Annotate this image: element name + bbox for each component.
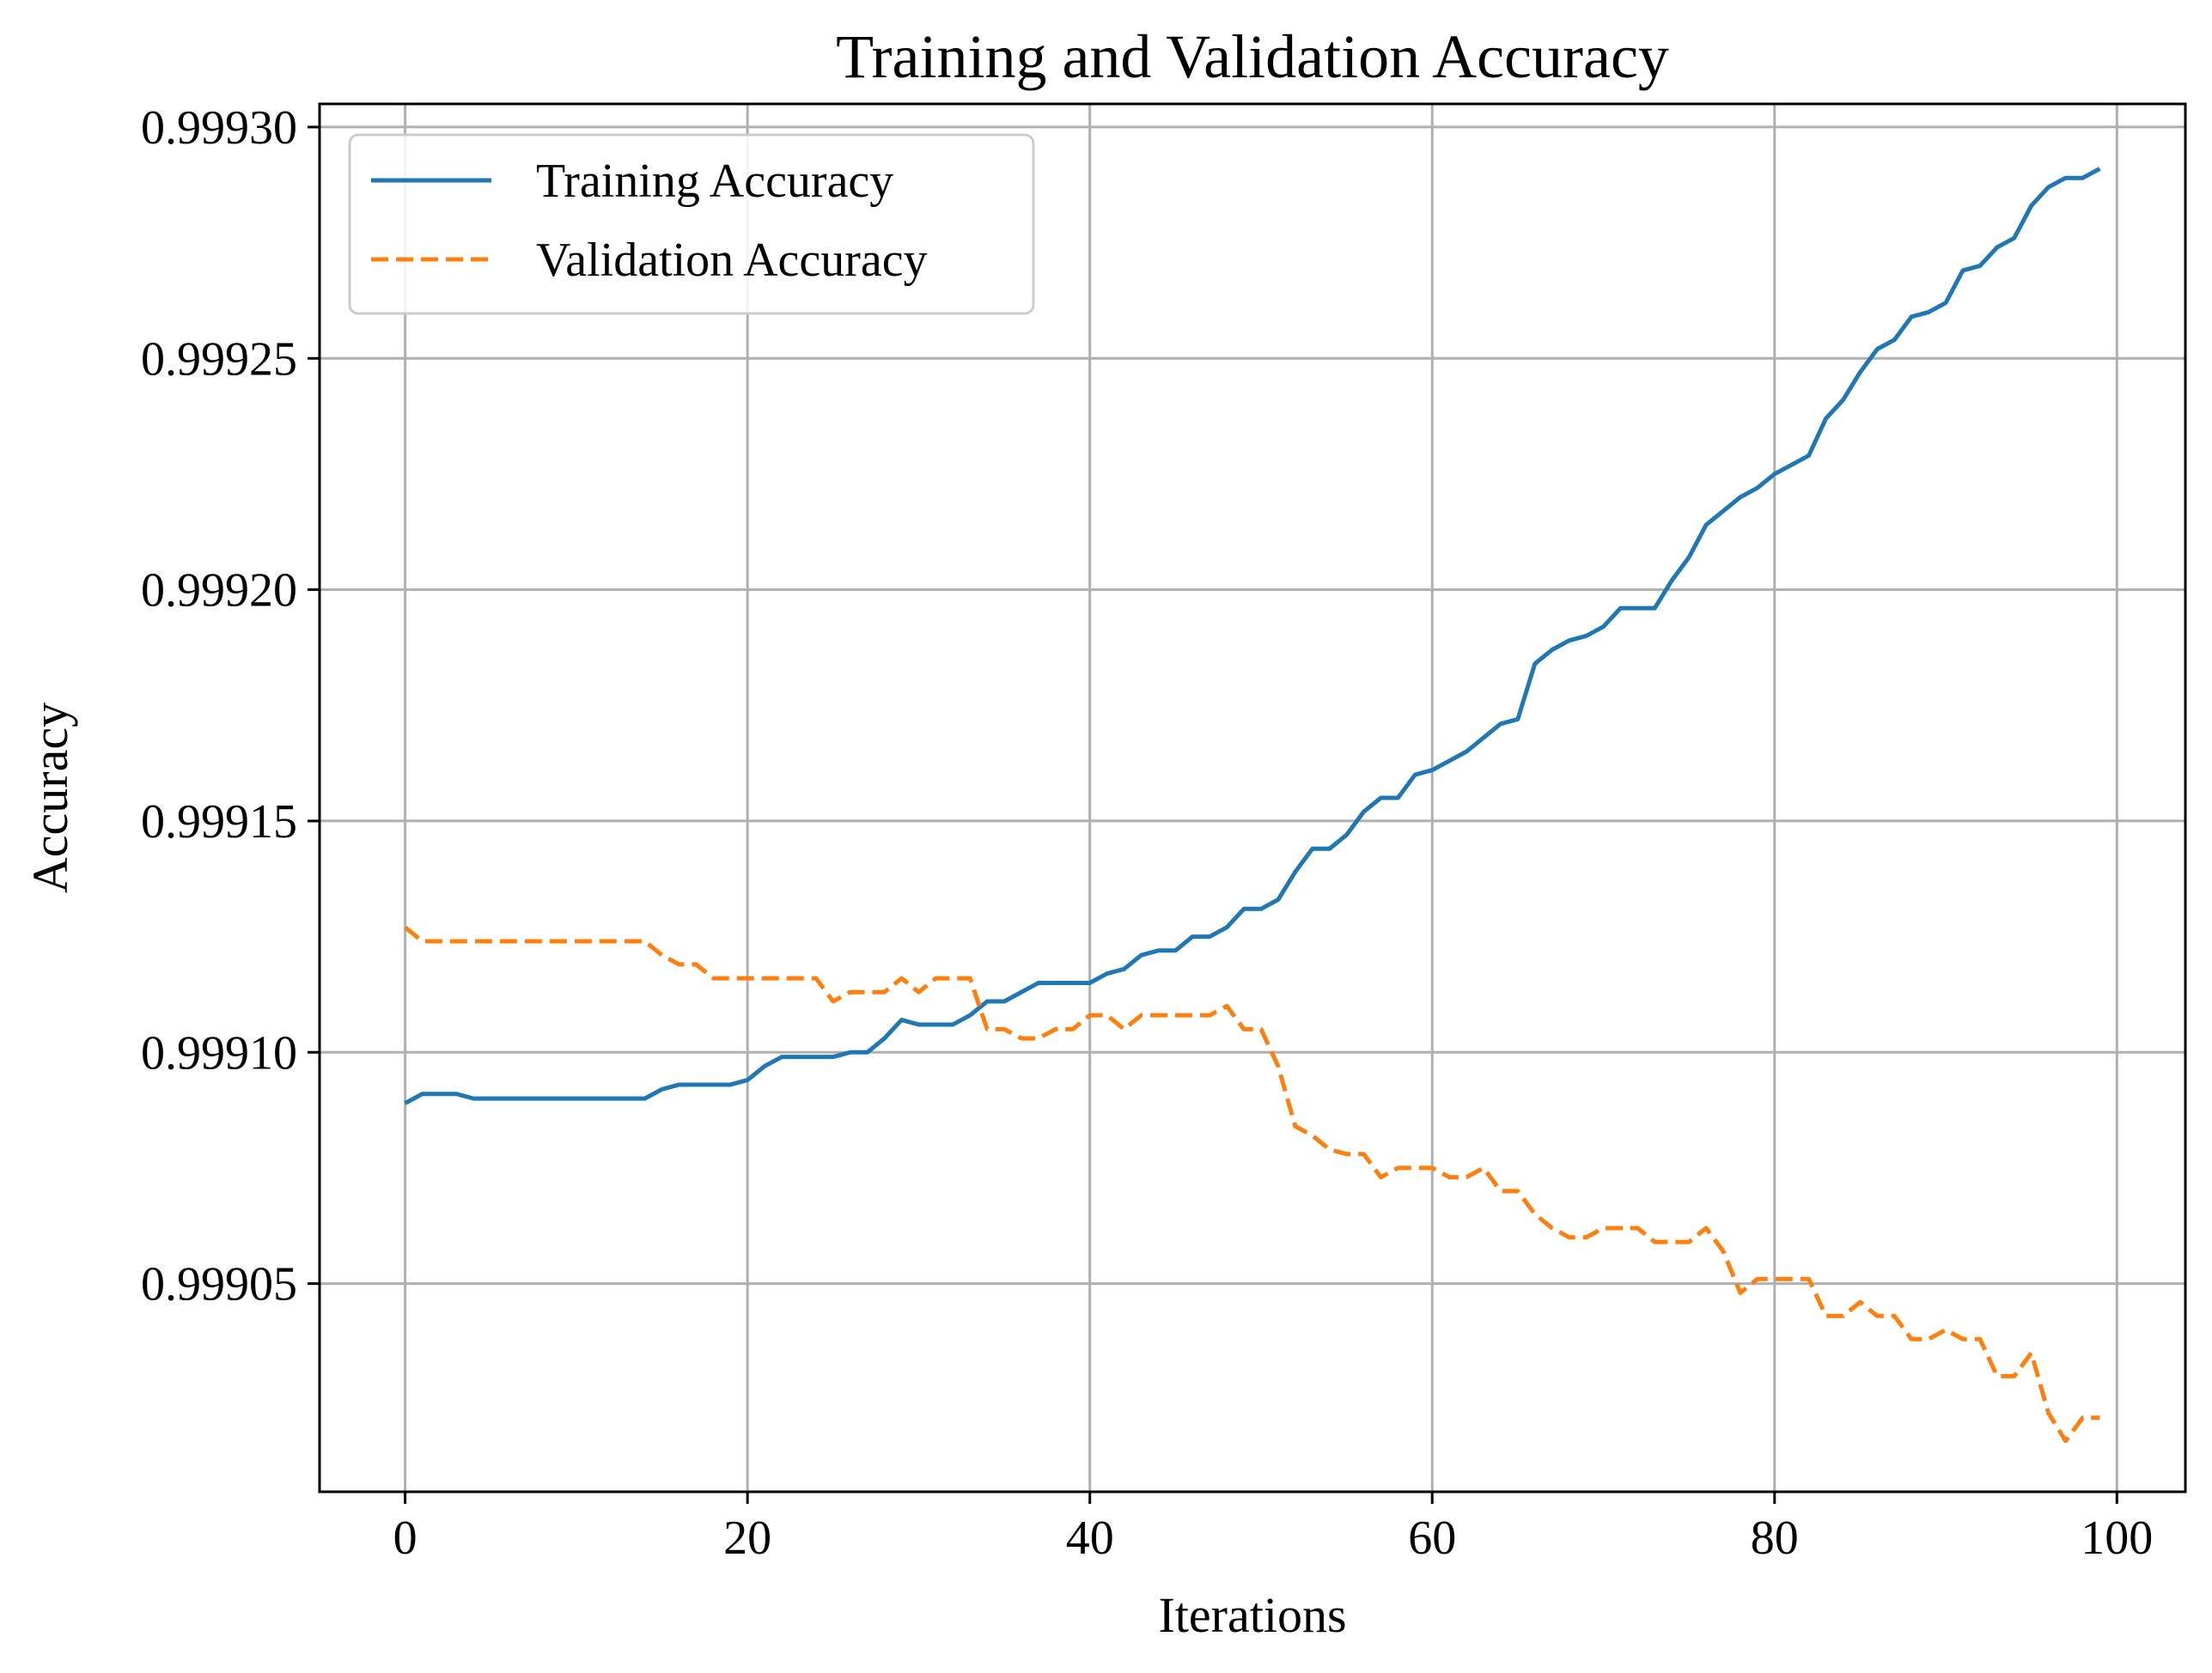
y-axis-label: Accuracy — [22, 703, 78, 893]
y-tick-label: 0.99905 — [141, 1258, 297, 1311]
x-tick-label: 0 — [393, 1512, 417, 1565]
chart-title: Training and Validation Accuracy — [836, 22, 1669, 91]
x-tick-label: 60 — [1408, 1512, 1456, 1565]
validation-accuracy-line — [404, 925, 2100, 1444]
legend: Training Accuracy Validation Accuracy — [348, 133, 1035, 315]
x-tick-label: 20 — [723, 1512, 771, 1565]
y-tick-label: 0.99930 — [141, 101, 297, 155]
x-tick-label: 80 — [1751, 1512, 1799, 1565]
y-tick-label: 0.99910 — [141, 1026, 297, 1080]
series-lines — [404, 167, 2101, 1444]
plot-frame — [318, 102, 2187, 1494]
legend-validation-label: Validation Accuracy — [536, 234, 928, 287]
legend-training-label: Training Accuracy — [536, 155, 893, 208]
grid-lines — [320, 104, 2185, 1492]
legend-box — [348, 133, 1035, 315]
y-tick-label: 0.99925 — [141, 332, 297, 386]
x-axis-label: Iterations — [1158, 1587, 1346, 1643]
x-tick-label: 40 — [1066, 1512, 1114, 1565]
y-tick-label: 0.99915 — [141, 795, 297, 849]
y-axis-ticks: 0.99905 0.99910 0.99915 0.99920 0.99925 0.999… — [141, 101, 320, 1311]
x-tick-label: 100 — [2081, 1512, 2153, 1565]
x-axis-ticks: 0 20 40 60 80 100 — [393, 1492, 2153, 1565]
training-accuracy-line — [404, 167, 2101, 1105]
y-tick-label: 0.99920 — [141, 564, 297, 617]
